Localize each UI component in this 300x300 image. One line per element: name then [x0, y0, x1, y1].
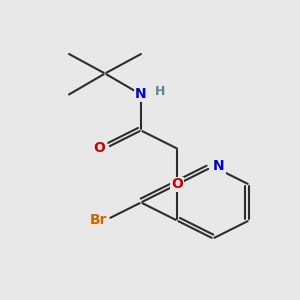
- Text: O: O: [171, 178, 183, 191]
- Text: N: N: [213, 160, 225, 173]
- Text: Br: Br: [90, 214, 108, 227]
- Text: O: O: [93, 142, 105, 155]
- Text: N: N: [135, 88, 147, 101]
- Text: H: H: [155, 85, 166, 98]
